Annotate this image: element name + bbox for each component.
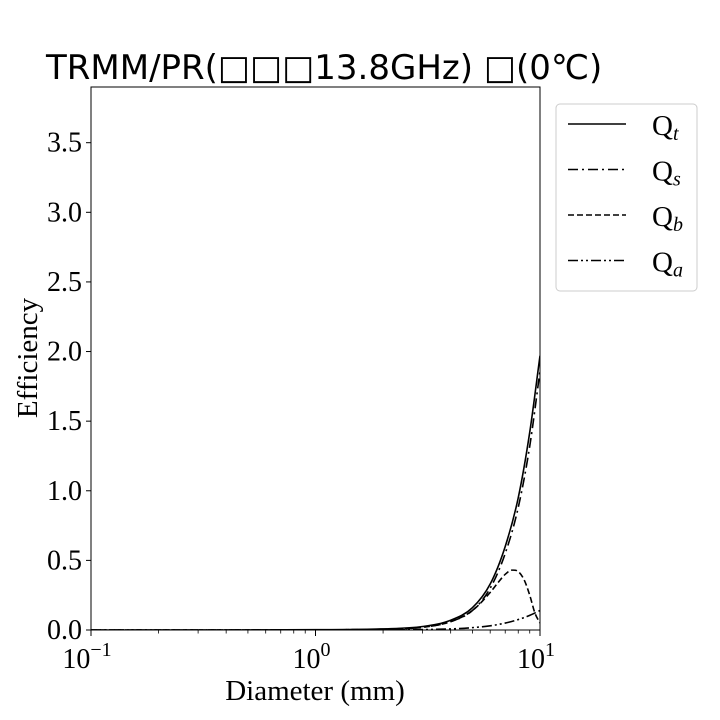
- plot-frame: [90, 86, 541, 631]
- legend-series-name: Q: [652, 110, 673, 142]
- y-tick-label: 3.5: [47, 128, 82, 159]
- legend-label-qt: Qt: [652, 110, 679, 145]
- legend-series-name: Q: [652, 247, 673, 279]
- x-tick-base: 10: [62, 644, 90, 675]
- legend-box: [555, 103, 698, 292]
- y-tick-label: 2.5: [47, 267, 82, 298]
- legend-label-qa: Qa: [652, 247, 683, 282]
- y-tick-label: 3.0: [47, 197, 82, 228]
- y-tick-label: 0.0: [47, 615, 82, 646]
- y-axis-label: Efficiency: [12, 297, 44, 418]
- x-tick-base: 10: [517, 644, 545, 675]
- x-tick-exponent: −1: [90, 639, 111, 661]
- y-tick-label: 1.5: [47, 406, 82, 437]
- chart-title: TRMM/PR(□□□13.8GHz) □(0℃): [45, 48, 602, 88]
- y-tick-label: 1.0: [47, 476, 82, 507]
- x-tick-exponent: 1: [545, 639, 555, 661]
- x-tick-label: 10−1: [62, 639, 111, 675]
- legend-series-name: Q: [652, 156, 673, 188]
- legend-series-subscript: a: [673, 260, 683, 282]
- legend-label-qs: Qs: [652, 156, 681, 191]
- series-line-qs: [91, 370, 540, 630]
- x-tick-exponent: 0: [321, 639, 331, 661]
- x-tick-base: 10: [293, 644, 321, 675]
- legend-label-qb: Qb: [652, 201, 683, 236]
- x-tick-label: 100: [293, 639, 331, 675]
- series-line-qb: [91, 569, 540, 630]
- axes: 0.00.51.01.52.02.53.03.510−1 100 101: [47, 86, 555, 675]
- legend-series-subscript: s: [673, 169, 681, 191]
- x-axis-label: Diameter (mm): [225, 675, 405, 707]
- series-line-qt: [91, 355, 540, 630]
- legend-series-subscript: t: [673, 123, 679, 145]
- y-tick-label: 0.5: [47, 545, 82, 576]
- series-line-qa: [91, 609, 540, 630]
- x-tick-label: 101: [517, 639, 555, 675]
- legend-series-subscript: b: [673, 214, 683, 236]
- legend-series-name: Q: [652, 201, 673, 233]
- y-tick-label: 2.0: [47, 337, 82, 368]
- plot-area: [91, 355, 540, 630]
